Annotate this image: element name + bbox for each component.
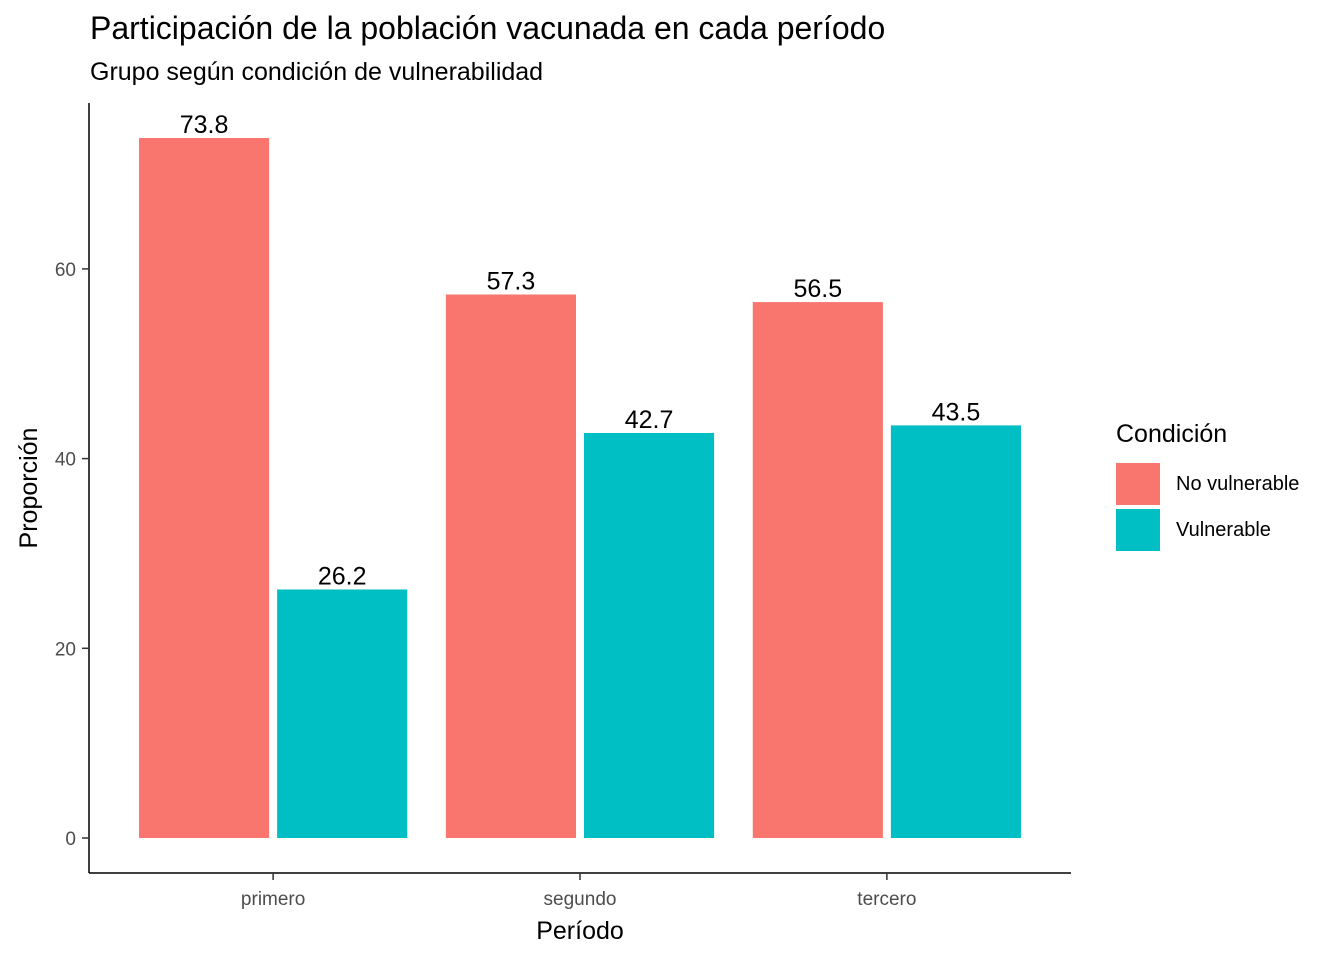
legend-label: Vulnerable — [1176, 518, 1271, 541]
data-label: 73.8 — [180, 111, 229, 139]
legend-title: Condición — [1116, 420, 1228, 448]
x-axis-title: Período — [536, 917, 624, 945]
y-tick-label: 60 — [55, 260, 76, 281]
bar-vulnerable-tercero — [890, 425, 1021, 838]
legend-label: No vulnerable — [1176, 472, 1300, 495]
legend-item: No vulnerable — [1116, 461, 1299, 507]
data-label: 26.2 — [318, 562, 367, 590]
data-label: 57.3 — [487, 268, 536, 296]
legend-key — [1116, 509, 1160, 551]
legend-key — [1116, 463, 1160, 505]
bar-vulnerable-primero — [277, 589, 408, 838]
chart-title: Participación de la población vacunada e… — [90, 10, 886, 46]
legend-item: Vulnerable — [1116, 507, 1299, 553]
chart-subtitle: Grupo según condición de vulnerabilidad — [90, 58, 544, 86]
bar-vulnerable-segundo — [584, 432, 715, 838]
data-label: 56.5 — [793, 275, 842, 303]
legend: Condición No vulnerable Vulnerable — [1116, 420, 1299, 553]
bar-no-vulnerable-segundo — [445, 294, 576, 839]
x-tick-label: segundo — [544, 889, 617, 910]
x-tick-label: primero — [241, 889, 305, 910]
y-tick-label: 0 — [65, 829, 76, 850]
bar-no-vulnerable-primero — [139, 138, 270, 838]
y-axis-title: Proporción — [15, 428, 43, 549]
x-tick-label: tercero — [857, 889, 916, 910]
data-label: 43.5 — [932, 398, 981, 426]
data-label: 42.7 — [625, 406, 674, 434]
bar-no-vulnerable-tercero — [752, 302, 883, 838]
y-tick-label: 40 — [55, 450, 76, 471]
y-tick-label: 20 — [55, 639, 76, 660]
